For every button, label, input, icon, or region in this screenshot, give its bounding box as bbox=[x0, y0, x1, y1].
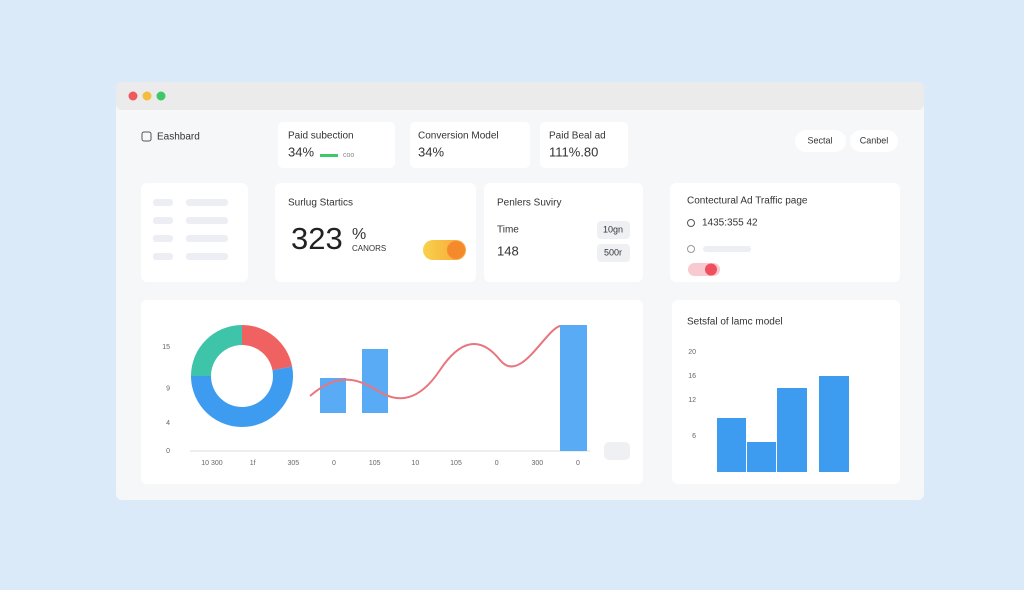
survey-label: Time bbox=[497, 225, 519, 236]
app-title: Eashbard bbox=[157, 132, 200, 143]
bar bbox=[747, 442, 776, 472]
radio-label[interactable]: 1435:355 42 bbox=[702, 218, 758, 229]
menu-card bbox=[141, 183, 248, 282]
stat-card bbox=[540, 122, 628, 168]
y-tick-label: 12 bbox=[688, 397, 696, 404]
float-bar bbox=[320, 378, 346, 413]
tag-label: 10gn bbox=[603, 224, 623, 234]
float-bar bbox=[362, 349, 388, 413]
button[interactable] bbox=[795, 130, 846, 152]
button[interactable] bbox=[850, 130, 898, 152]
close-dot[interactable] bbox=[128, 91, 138, 101]
stat-label: Paid subection bbox=[288, 131, 354, 142]
survey-label: 148 bbox=[497, 243, 519, 258]
bar bbox=[819, 376, 849, 472]
y-tick-label: 9 bbox=[166, 385, 170, 392]
y-tick-label: 6 bbox=[692, 433, 696, 440]
y-tick-label: 0 bbox=[166, 448, 170, 455]
x-tick-label: 0 bbox=[495, 460, 499, 467]
toggle-knob[interactable] bbox=[705, 263, 717, 276]
stat-bar bbox=[320, 154, 338, 157]
x-tick-label: 10 300 bbox=[201, 460, 223, 467]
traffic-title: Contectural Ad Traffic page bbox=[687, 196, 808, 207]
tag bbox=[597, 221, 630, 239]
toggle-knob[interactable] bbox=[447, 241, 465, 259]
stat-card bbox=[410, 122, 530, 168]
side-chart-title: Setsfal of lamc model bbox=[687, 317, 783, 328]
tag-label: 500r bbox=[604, 247, 622, 257]
x-tick-label: 10 bbox=[411, 460, 419, 467]
stat-value: 111%.80 bbox=[549, 144, 598, 159]
stat-card bbox=[278, 122, 395, 168]
x-tick-label: 105 bbox=[450, 460, 462, 467]
y-tick-label: 15 bbox=[162, 344, 170, 351]
donut-segment bbox=[242, 325, 293, 371]
survey-title: Penlers Suviry bbox=[497, 198, 561, 209]
x-tick-label: 0 bbox=[332, 460, 336, 467]
stat-label: Conversion Model bbox=[418, 131, 499, 142]
summary-title: Surlug Startics bbox=[288, 198, 353, 209]
placeholder bbox=[703, 246, 751, 252]
radio[interactable] bbox=[687, 245, 695, 253]
x-tick-label: 105 bbox=[369, 460, 381, 467]
chart-button[interactable] bbox=[604, 442, 630, 460]
donut-segment bbox=[191, 325, 242, 376]
stat-label: Paid Beal ad bbox=[549, 131, 606, 142]
button-label[interactable]: Sectal bbox=[807, 135, 832, 145]
y-tick-label: 16 bbox=[688, 373, 696, 380]
stat-value: 34% bbox=[418, 144, 444, 159]
stat-value: 34% bbox=[288, 144, 314, 159]
button-label[interactable]: Canbel bbox=[860, 135, 889, 145]
stat-note: coo bbox=[343, 152, 354, 159]
titlebar bbox=[116, 82, 924, 110]
trend-line bbox=[309, 325, 585, 400]
summary-unit: % bbox=[352, 226, 366, 243]
y-tick-label: 4 bbox=[166, 420, 170, 427]
x-tick-label: 1f bbox=[250, 460, 256, 467]
summary-caption: CANORS bbox=[352, 244, 386, 253]
logo-icon bbox=[141, 131, 152, 142]
min-dot[interactable] bbox=[142, 91, 152, 101]
x-tick-label: 305 bbox=[287, 460, 299, 467]
float-bar bbox=[560, 325, 587, 451]
tag bbox=[597, 244, 630, 262]
summary-value: 323 bbox=[291, 221, 343, 256]
x-tick-label: 300 bbox=[531, 460, 543, 467]
menu-placeholders bbox=[153, 199, 228, 260]
bar bbox=[717, 418, 746, 472]
traffic-card bbox=[670, 183, 900, 282]
summary-card bbox=[275, 183, 476, 282]
x-tick-label: 0 bbox=[576, 460, 580, 467]
bar bbox=[777, 388, 807, 472]
y-tick-label: 20 bbox=[688, 349, 696, 356]
max-dot[interactable] bbox=[156, 91, 166, 101]
radio[interactable] bbox=[687, 219, 695, 227]
donut-segment bbox=[191, 366, 293, 427]
